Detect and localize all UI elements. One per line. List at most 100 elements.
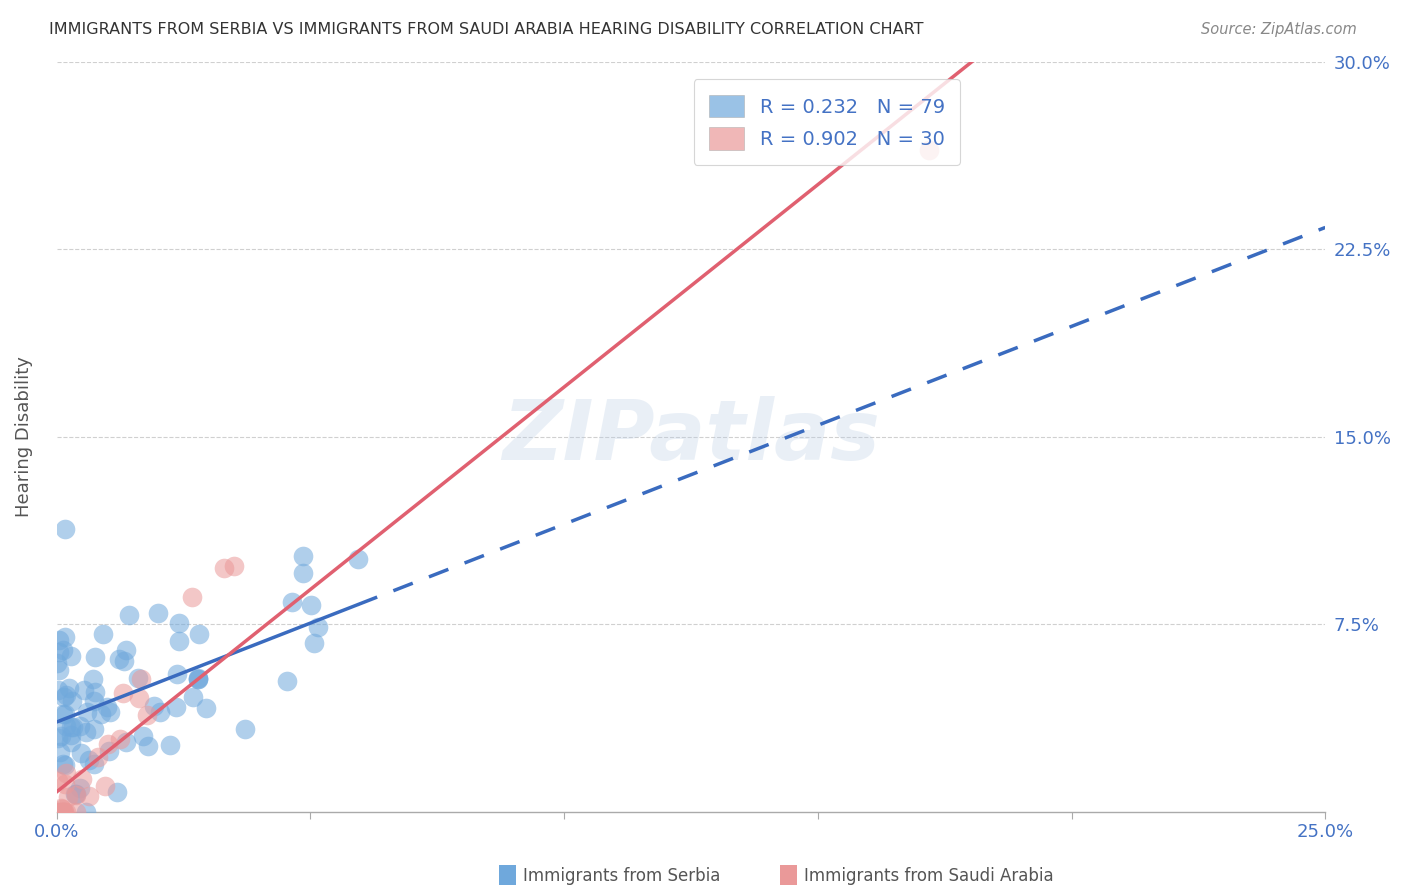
Point (115, 642, 138, 657)
Point (46, 805, 69, 819)
Point (52, 805, 75, 819)
Point (46, 805, 69, 819)
Point (63, 787, 86, 801)
Point (51, 802, 73, 816)
Point (127, 671, 149, 685)
Point (53, 777, 76, 791)
Point (53, 805, 76, 819)
Text: IMMIGRANTS FROM SERBIA VS IMMIGRANTS FROM SAUDI ARABIA HEARING DISABILITY CORREL: IMMIGRANTS FROM SERBIA VS IMMIGRANTS FRO… (49, 22, 924, 37)
Point (51, 801, 73, 815)
Text: Source: ZipAtlas.com: Source: ZipAtlas.com (1201, 22, 1357, 37)
Point (93, 779, 115, 793)
Point (195, 700, 218, 714)
Point (59, 735, 82, 749)
Point (55, 706, 77, 721)
Point (187, 672, 209, 686)
Point (51, 805, 73, 819)
Point (93, 627, 115, 641)
Point (77, 789, 100, 803)
Point (55, 719, 77, 733)
Point (187, 671, 209, 685)
Point (53, 522, 76, 536)
Point (183, 690, 205, 704)
Point (65, 805, 87, 819)
Point (222, 559, 245, 574)
Point (73, 683, 96, 698)
Text: ZIPatlas: ZIPatlas (502, 396, 880, 477)
Point (82, 672, 104, 686)
Point (83, 722, 105, 736)
Point (87, 749, 110, 764)
Point (55, 805, 77, 819)
Point (69, 719, 91, 733)
Point (52, 643, 75, 657)
Point (167, 616, 190, 631)
Point (96, 737, 118, 751)
Point (56, 789, 79, 804)
Point (69, 781, 91, 796)
Point (51, 805, 73, 819)
Point (52, 757, 75, 772)
Point (304, 635, 326, 649)
Point (48, 663, 70, 677)
Point (112, 655, 135, 669)
Point (83, 756, 105, 771)
Point (46, 774, 69, 789)
Point (75, 725, 97, 739)
Point (233, 722, 256, 736)
Point (281, 595, 304, 609)
Point (48, 645, 70, 659)
Point (159, 738, 181, 752)
Point (108, 652, 131, 666)
Point (53, 758, 76, 772)
Point (146, 606, 169, 620)
Point (90, 706, 112, 721)
Point (49, 729, 72, 743)
Point (143, 699, 166, 714)
Point (52, 706, 75, 721)
Point (52, 805, 75, 819)
Point (55, 765, 77, 780)
Point (299, 599, 322, 613)
Point (180, 591, 202, 605)
Point (70, 746, 93, 760)
Point (65, 787, 87, 801)
Point (128, 691, 150, 706)
Point (187, 627, 209, 641)
Point (105, 785, 128, 799)
Point (48, 633, 70, 648)
Point (111, 686, 134, 700)
Point (98, 705, 121, 719)
Point (129, 672, 152, 686)
Point (83, 685, 105, 699)
Point (49, 745, 72, 759)
Point (59, 648, 82, 663)
Point (167, 634, 190, 648)
Point (214, 560, 236, 574)
Point (70, 772, 93, 786)
Point (53, 630, 76, 644)
Point (187, 672, 209, 686)
Point (46, 731, 69, 745)
Point (132, 729, 155, 743)
Point (60, 694, 83, 708)
Point (46, 656, 69, 670)
Point (75, 805, 97, 819)
Legend: R = 0.232   N = 79, R = 0.902   N = 30: R = 0.232 N = 79, R = 0.902 N = 30 (693, 79, 960, 165)
Point (84, 649, 107, 664)
Point (115, 735, 138, 749)
Point (62, 719, 84, 733)
Point (292, 549, 315, 563)
Point (346, 552, 368, 566)
Point (60, 720, 83, 734)
Point (136, 707, 159, 722)
Point (97, 744, 120, 758)
Point (76, 705, 98, 719)
Point (118, 607, 141, 622)
Point (48, 805, 70, 819)
Point (55, 689, 77, 703)
Point (292, 566, 315, 580)
Point (65, 788, 87, 802)
Point (77, 753, 100, 767)
Point (60, 727, 83, 741)
